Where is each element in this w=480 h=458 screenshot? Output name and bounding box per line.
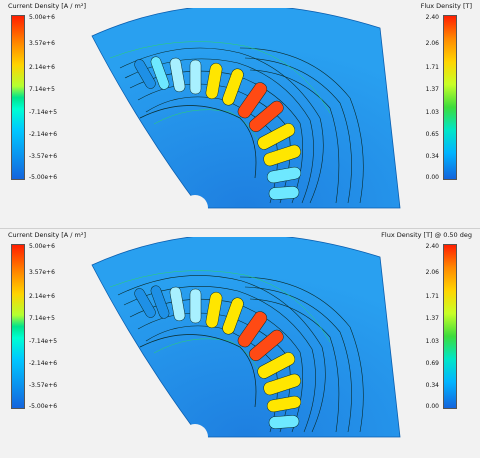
flux-density-legend-title: Flux Density [T] @ 0.50 deg [381,231,472,239]
current-density-colorbar [11,244,25,409]
fd-tick: 1.03 [425,109,439,116]
fd-tick: 0.00 [425,403,439,410]
panel-divider [0,228,480,229]
fd-tick: 1.03 [425,338,439,345]
current-density-legend-title: Current Density [A / m²] [8,231,87,239]
cd-tick: -2.14e+6 [29,131,58,138]
flux-density-legend-title: Flux Density [T] [420,2,472,10]
cd-tick: 2.14e+6 [29,64,55,71]
flux-lines-green [109,270,331,378]
fd-tick: 2.06 [425,40,439,47]
cd-tick: -3.57e+6 [29,382,58,389]
fd-tick: 0.69 [425,360,439,367]
flux-density-colorbar [443,15,457,180]
cd-tick: -5.00e+6 [29,403,58,410]
motor-cross-section [91,8,401,218]
cd-tick: 2.14e+6 [29,293,55,300]
cd-tick: -7.14e+5 [29,109,58,116]
cd-tick: 5.00e+6 [29,14,55,21]
cd-tick: 3.57e+6 [29,269,55,276]
cd-tick: 3.57e+6 [29,40,55,47]
current-density-legend-title: Current Density [A / m²] [8,2,87,10]
cd-tick: -5.00e+6 [29,174,58,181]
rotor-outline [139,105,257,179]
motor-cross-section [91,237,401,447]
fd-tick: 1.37 [425,315,439,322]
plot-panel-bottom: Current Density [A / m²] Flux Density [T… [0,229,480,458]
fd-tick: 0.65 [425,131,439,138]
cd-tick: -7.14e+5 [29,338,58,345]
plot-panel-top: Current Density [A / m²] Flux Density [T… [8,2,472,218]
cd-tick: 7.14e+5 [29,315,55,322]
fd-tick: 0.00 [425,174,439,181]
fd-tick: 2.40 [425,14,439,21]
rotor-outline [139,334,257,408]
flux-lines-green [109,41,331,149]
cd-tick: 7.14e+5 [29,86,55,93]
stator-slots [134,56,302,200]
cd-tick: 5.00e+6 [29,243,55,250]
current-density-colorbar [11,15,25,180]
fd-tick: 0.34 [425,382,439,389]
shaft-hole [182,424,208,447]
flux-density-colorbar [443,244,457,409]
fd-tick: 1.71 [425,64,439,71]
fd-tick: 1.71 [425,293,439,300]
fd-tick: 0.34 [425,153,439,160]
fd-tick: 1.37 [425,86,439,93]
shaft-hole [182,195,208,218]
fd-tick: 2.40 [425,243,439,250]
cd-tick: -3.57e+6 [29,153,58,160]
stator-slots [134,285,302,429]
cd-tick: -2.14e+6 [29,360,58,367]
fd-tick: 2.06 [425,269,439,276]
